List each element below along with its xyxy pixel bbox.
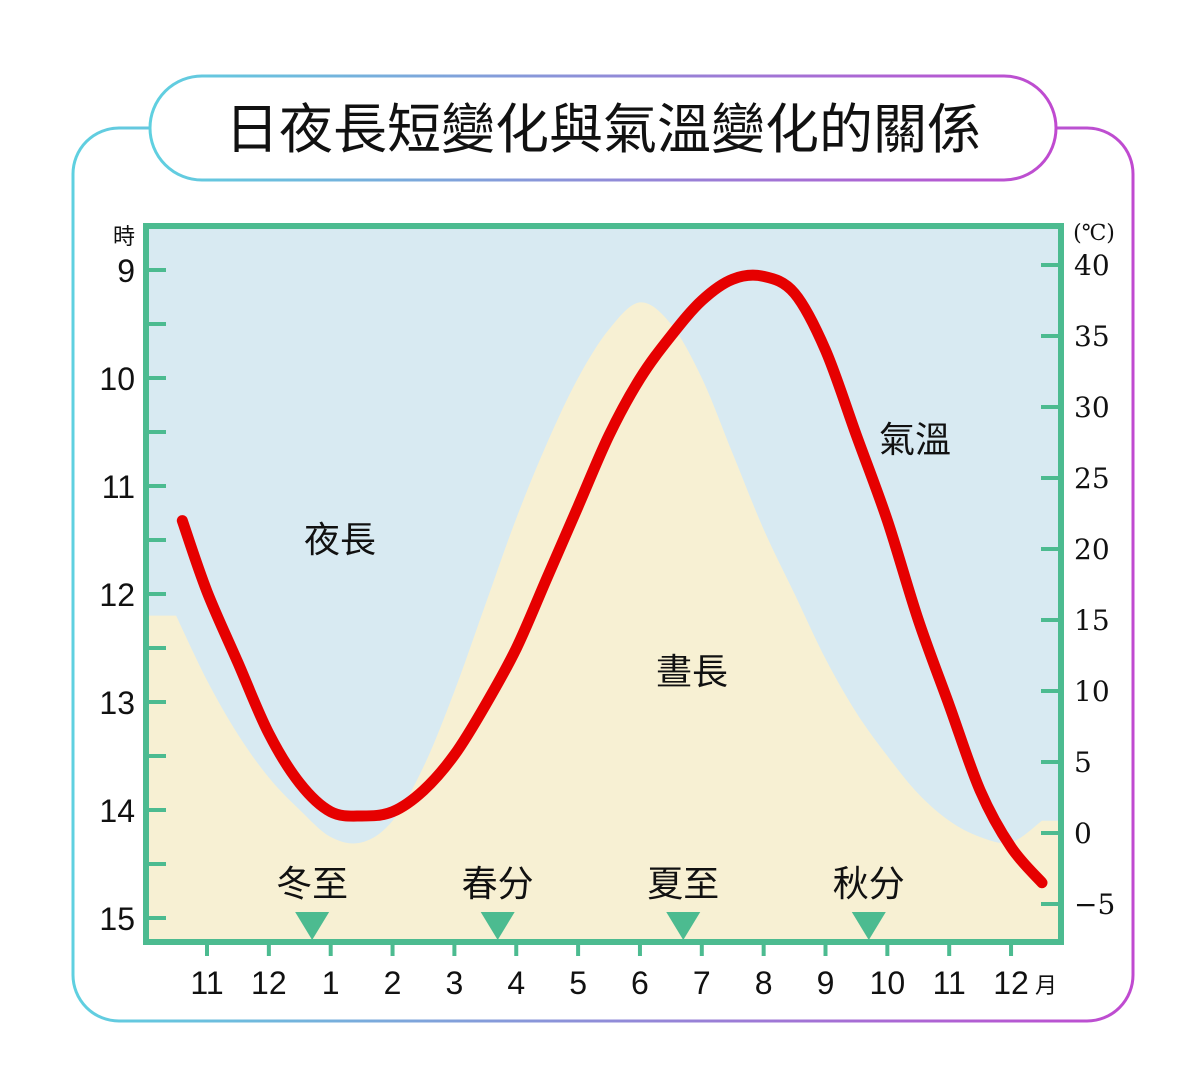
left-axis: 9 10 11 12 13 14 15 xyxy=(99,253,166,937)
season-marker-triangle xyxy=(295,912,330,940)
x-tick-label: 4 xyxy=(507,965,525,1001)
season-marker-triangle xyxy=(480,912,515,940)
right-tick-label: −5 xyxy=(1074,888,1115,921)
x-axis: 11 12 1 2 3 4 5 6 7 8 9 10 11 12 xyxy=(190,942,1029,1001)
season-marker-label: 夏至 xyxy=(647,864,719,905)
right-axis-unit: (℃) xyxy=(1073,221,1115,246)
day-length-area xyxy=(146,302,1061,942)
x-tick-label: 2 xyxy=(384,965,402,1001)
left-tick-label: 15 xyxy=(99,901,135,937)
left-tick-label: 13 xyxy=(99,685,135,721)
x-tick-label: 12 xyxy=(993,965,1029,1001)
right-tick-label: 20 xyxy=(1074,533,1110,566)
x-tick-label: 1 xyxy=(322,965,340,1001)
x-tick-label: 7 xyxy=(693,965,711,1001)
x-axis-unit: 月 xyxy=(1035,974,1057,999)
left-tick-label: 10 xyxy=(99,361,135,397)
x-tick-label: 8 xyxy=(755,965,773,1001)
right-tick-label: 15 xyxy=(1074,604,1110,637)
temperature-line xyxy=(176,269,1048,889)
right-tick-label: 0 xyxy=(1074,817,1092,850)
temperature-series-label: 氣溫 xyxy=(879,420,951,461)
x-tick-label: 11 xyxy=(190,965,223,1001)
x-tick-label: 10 xyxy=(870,965,906,1001)
night-length-label: 夜長 xyxy=(304,520,376,561)
season-marker-label: 春分 xyxy=(462,864,534,905)
x-tick-label: 11 xyxy=(933,965,966,1001)
season-markers: 冬至 春分 夏至 秋分 xyxy=(276,864,905,940)
x-tick-label: 9 xyxy=(817,965,835,1001)
season-marker-label: 秋分 xyxy=(833,864,905,905)
x-tick-label: 5 xyxy=(569,965,587,1001)
left-tick-label: 9 xyxy=(117,253,135,289)
x-tick-label: 6 xyxy=(631,965,649,1001)
left-axis-unit: 時 xyxy=(113,225,135,250)
chart-title: 日夜長短變化與氣溫變化的關係 xyxy=(225,100,981,160)
season-marker-label: 冬至 xyxy=(276,864,348,905)
left-tick-label: 14 xyxy=(99,793,135,829)
x-tick-label: 3 xyxy=(446,965,464,1001)
right-tick-label: 40 xyxy=(1074,249,1110,282)
right-tick-label: 30 xyxy=(1074,391,1110,424)
right-axis: 40 35 30 25 20 15 10 5 0 −5 xyxy=(1041,249,1115,921)
left-tick-label: 11 xyxy=(102,469,135,505)
season-marker-triangle xyxy=(666,912,701,940)
title-pill xyxy=(148,74,1058,182)
right-tick-label: 35 xyxy=(1074,320,1110,353)
day-length-label: 晝長 xyxy=(656,652,728,693)
x-tick-label: 12 xyxy=(251,965,287,1001)
right-tick-label: 10 xyxy=(1074,675,1110,708)
right-tick-label: 25 xyxy=(1074,462,1110,495)
right-tick-label: 5 xyxy=(1074,746,1092,779)
left-tick-label: 12 xyxy=(99,577,135,613)
season-marker-triangle xyxy=(851,912,886,940)
plot-frame xyxy=(143,223,1064,945)
